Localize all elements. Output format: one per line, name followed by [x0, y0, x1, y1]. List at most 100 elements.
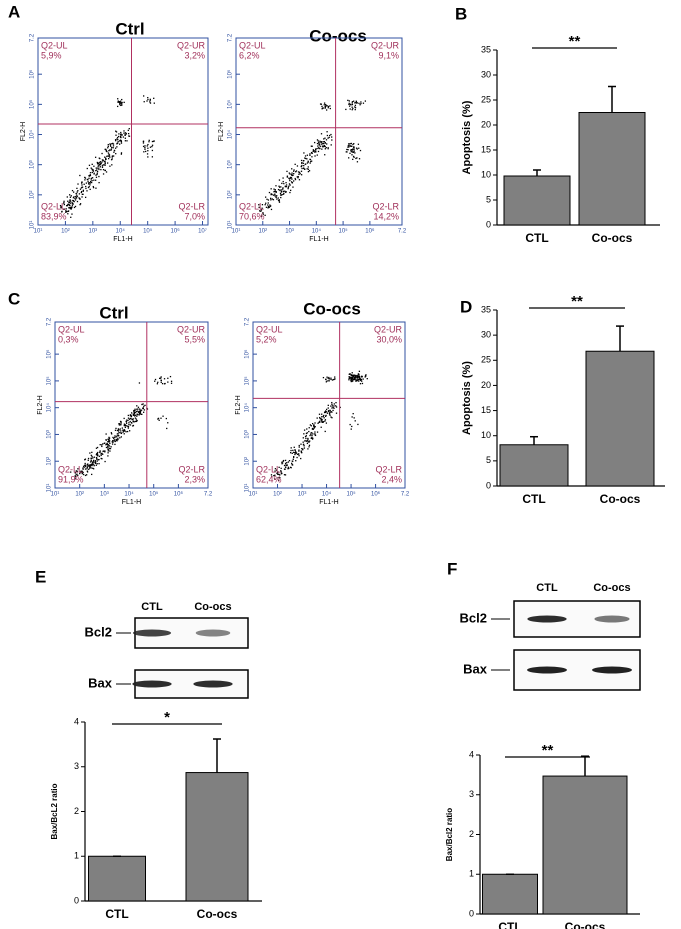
event-dot: [103, 450, 105, 452]
event-dot: [97, 459, 99, 461]
event-dot: [120, 104, 122, 107]
event-dot: [95, 179, 97, 181]
event-dot: [107, 455, 109, 457]
y-tick-label: 10⁵: [29, 99, 36, 109]
event-dot: [87, 183, 90, 185]
event-dot: [279, 192, 282, 195]
event-dot: [153, 97, 155, 99]
event-dot: [98, 163, 100, 166]
event-dot: [304, 157, 306, 159]
event-dot: [124, 426, 127, 429]
event-dot: [120, 436, 122, 438]
event-dot: [287, 187, 289, 190]
event-dot: [351, 380, 353, 383]
bar: [88, 855, 146, 902]
event-dot: [167, 381, 169, 383]
event-dot: [353, 378, 355, 380]
y-axis-label: FL2-H: [218, 122, 225, 141]
x-tick-label: 10²: [258, 229, 267, 235]
blot-band: [132, 629, 172, 637]
event-dot: [355, 147, 358, 149]
event-dot: [359, 383, 362, 385]
event-dot: [123, 417, 125, 420]
event-dot: [322, 421, 324, 423]
event-dot: [314, 426, 316, 428]
quadrant-events: [270, 401, 341, 482]
event-dot: [129, 420, 131, 423]
event-dot: [135, 418, 137, 420]
event-dot: [100, 168, 102, 171]
panel-letter: E: [35, 567, 46, 586]
event-dot: [115, 152, 117, 155]
event-dot: [127, 414, 129, 417]
event-dot: [89, 464, 91, 466]
event-dot: [134, 411, 136, 413]
event-dot: [357, 379, 360, 381]
event-dot: [320, 418, 322, 420]
event-dot: [82, 473, 85, 476]
event-dot: [281, 193, 283, 196]
event-dot: [354, 104, 357, 107]
event-dot: [127, 417, 130, 419]
event-dot: [92, 170, 95, 172]
x-tick-label: 10⁶: [171, 228, 181, 235]
event-dot: [324, 154, 326, 156]
event-dot: [328, 410, 330, 413]
event-dot: [99, 443, 101, 446]
event-dot: [101, 452, 103, 455]
event-dot: [87, 463, 89, 465]
event-dot: [309, 434, 311, 437]
event-dot: [75, 476, 77, 478]
event-dot: [312, 149, 314, 151]
event-dot: [357, 143, 360, 145]
event-dot: [304, 440, 306, 442]
event-dot: [274, 193, 276, 195]
event-dot: [87, 459, 89, 461]
x-tick-label: 7.2: [204, 492, 213, 498]
x-tick-label: 10³: [100, 492, 109, 498]
event-dot: [87, 186, 90, 189]
event-dot: [91, 455, 93, 458]
event-dot: [102, 169, 105, 171]
event-dot: [160, 381, 162, 383]
x-tick-label: Co-ocs: [565, 920, 606, 929]
event-dot: [74, 472, 76, 474]
event-dot: [114, 139, 117, 141]
event-dot: [285, 185, 288, 188]
event-dot: [316, 154, 318, 156]
event-dot: [352, 148, 354, 150]
event-dot: [109, 442, 111, 445]
event-dot: [358, 147, 360, 149]
event-dot: [291, 178, 293, 180]
event-dot: [356, 157, 358, 159]
event-dot: [76, 187, 78, 190]
event-dot: [295, 170, 298, 172]
event-dot: [351, 101, 354, 103]
event-dot: [149, 98, 151, 100]
event-dot: [358, 374, 360, 376]
event-dot: [101, 166, 104, 168]
event-dot: [270, 193, 272, 196]
event-dot: [113, 151, 115, 153]
event-dot: [113, 439, 116, 441]
event-dot: [126, 419, 128, 421]
event-dot: [60, 205, 62, 208]
event-dot: [92, 468, 95, 470]
event-dot: [357, 423, 359, 426]
event-dot: [92, 186, 95, 189]
event-dot: [351, 154, 353, 156]
event-dot: [112, 143, 115, 145]
event-dot: [309, 154, 311, 156]
plot-title: Ctrl: [99, 303, 128, 322]
event-dot: [84, 176, 86, 179]
event-dot: [117, 98, 119, 100]
event-dot: [327, 137, 329, 139]
event-dot: [67, 213, 69, 215]
event-dot: [82, 471, 84, 474]
event-dot: [348, 146, 350, 148]
event-dot: [296, 176, 298, 178]
event-dot: [132, 424, 135, 427]
event-dot: [91, 169, 94, 171]
event-dot: [306, 432, 308, 434]
